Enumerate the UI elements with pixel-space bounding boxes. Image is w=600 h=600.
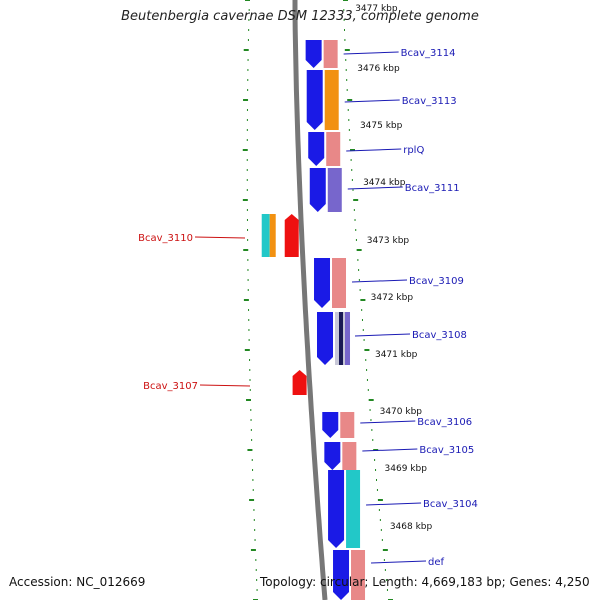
gene-label-leader [371,560,427,564]
feature-box [261,214,270,257]
feature-box [323,40,338,68]
gene-label-leader [344,99,400,103]
forward-gene-label: Bcav_3114 [401,48,456,59]
forward-gene-label: Bcav_3106 [417,417,472,428]
genome-backbone [292,0,328,600]
forward-cds-arrow [306,70,323,130]
feature-box [324,70,339,130]
forward-cds-arrow [328,470,345,548]
forward-cds-arrow [308,132,325,166]
reverse-cds-arrow [284,214,299,257]
forward-cds-arrow [305,40,322,68]
forward-gene-label: rplQ [403,145,424,156]
genome-title: Beutenbergia cavernae DSM 12333, complet… [121,9,479,24]
gene-label-leader [199,384,251,387]
gene-label-leader [366,502,422,506]
reverse-gene-label: Bcav_3107 [143,381,198,392]
gene-label-leader [343,51,399,55]
forward-cds-arrow [324,442,341,470]
forward-gene-label: Bcav_3108 [412,330,467,341]
forward-gene-label: Bcav_3113 [402,96,457,107]
kbp-marker-label: 3469 kbp [385,464,428,474]
feature-box [327,168,342,212]
forward-cds-arrow [309,168,326,212]
forward-gene-label: def [428,557,445,568]
kbp-marker-label: 3474 kbp [363,178,406,188]
reverse-gene-label: Bcav_3110 [138,233,193,244]
feature-box [269,214,276,257]
gene-label-leader [194,236,246,239]
kbp-marker-label: 3470 kbp [380,407,423,417]
topology-label: Topology: circular; Length: 4,669,183 bp… [260,575,590,589]
feature-box [340,412,355,438]
reverse-cds-arrow [292,370,307,395]
gene-label-leader [347,186,403,190]
forward-gene-label: Bcav_3105 [419,445,474,456]
feature-box [342,442,357,470]
gene-label-leader [354,333,411,337]
forward-cds-arrow [314,258,331,308]
feature-box [326,132,341,166]
feature-box [339,312,344,365]
kbp-marker-label: 3468 kbp [390,522,433,532]
accession-label: Accession: NC_012669 [9,575,146,589]
forward-gene-label: Bcav_3109 [409,276,464,287]
forward-gene-label: Bcav_3104 [423,499,478,510]
forward-cds-arrow [322,412,339,438]
feature-box [351,550,366,600]
kbp-marker-label: 3473 kbp [367,236,410,246]
kbp-marker-label: 3475 kbp [360,121,403,131]
kbp-marker-label: 3476 kbp [357,64,400,74]
gene-label-leader [362,448,418,452]
gene-label-leader [346,148,402,152]
kbp-marker-label: 3472 kbp [371,293,414,303]
gene-label-leader [351,279,408,283]
kbp-marker-label: 3471 kbp [375,350,418,360]
feature-box [346,470,361,548]
kbp-marker-label: 3477 kbp [355,4,398,14]
forward-gene-label: Bcav_3111 [405,183,460,194]
forward-cds-arrow [333,550,350,600]
feature-box [332,258,347,308]
gene-label-leader [360,420,416,424]
feature-box [345,312,351,365]
forward-cds-arrow [317,312,334,365]
